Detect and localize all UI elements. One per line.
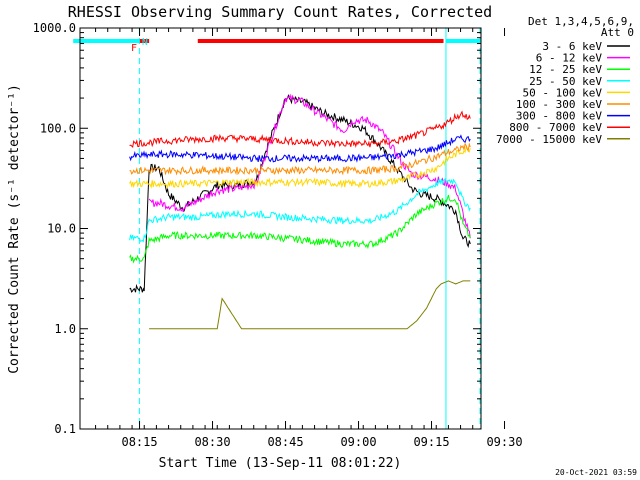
- legend-label-5: 100 - 300 keV: [516, 98, 602, 111]
- x-tick-label-2: 08:45: [267, 435, 303, 449]
- legend-label-0: 3 - 6 keV: [542, 40, 602, 53]
- y-tick-label-4: 1000.0: [33, 21, 76, 35]
- y-axis: 0.1 1.0 10.0 100.0 1000.0: [33, 21, 481, 436]
- x-tick-label-1: 08:30: [194, 435, 230, 449]
- y-axis-label: Corrected Count Rate (s⁻¹ detector⁻¹): [7, 84, 22, 374]
- legend-header-0: Det 1,3,4,5,6,9,: [528, 15, 634, 28]
- legend-label-1: 6 - 12 keV: [536, 52, 603, 65]
- x-tick-label-4: 09:15: [413, 435, 449, 449]
- series-line-7: [129, 110, 471, 149]
- legend-label-2: 12 - 25 keV: [529, 63, 602, 76]
- y-tick-label-0: 0.1: [54, 422, 76, 436]
- y-tick-label-3: 100.0: [40, 121, 76, 135]
- legend-label-4: 50 - 100 keV: [523, 86, 603, 99]
- series-line-2: [129, 194, 471, 264]
- legend-header-1: Att 0: [601, 26, 634, 39]
- series-line-6: [129, 134, 471, 163]
- plot-area: FN: [73, 28, 481, 429]
- footer-date: 20-Oct-2021 03:59: [555, 468, 637, 477]
- legend-label-8: 7000 - 15000 keV: [496, 133, 602, 146]
- series-line-0: [129, 93, 471, 293]
- series-line-8: [149, 280, 471, 330]
- x-tick-label-0: 08:15: [121, 435, 157, 449]
- series-line-4: [129, 146, 471, 189]
- series-line-3: [129, 177, 471, 243]
- series-line-1: [148, 93, 471, 239]
- y-tick-label-1: 1.0: [54, 322, 76, 336]
- legend-label-3: 25 - 50 keV: [529, 75, 602, 88]
- x-tick-label-3: 09:00: [340, 435, 376, 449]
- flag-label-n: N: [142, 37, 148, 48]
- legend-label-6: 300 - 800 keV: [516, 110, 602, 123]
- x-axis: 08:15 08:30 08:45 09:00 09:15 09:30: [95, 28, 523, 449]
- chart-title: RHESSI Observing Summary Count Rates, Co…: [68, 3, 492, 21]
- series-line-5: [129, 142, 471, 176]
- x-axis-label: Start Time (13-Sep-11 08:01:22): [159, 456, 402, 471]
- legend-label-7: 800 - 7000 keV: [509, 121, 602, 134]
- plot-frame: [79, 27, 482, 430]
- flag-label-f: F: [131, 43, 137, 54]
- x-tick-label-5: 09:30: [486, 435, 522, 449]
- y-tick-label-2: 10.0: [47, 222, 76, 236]
